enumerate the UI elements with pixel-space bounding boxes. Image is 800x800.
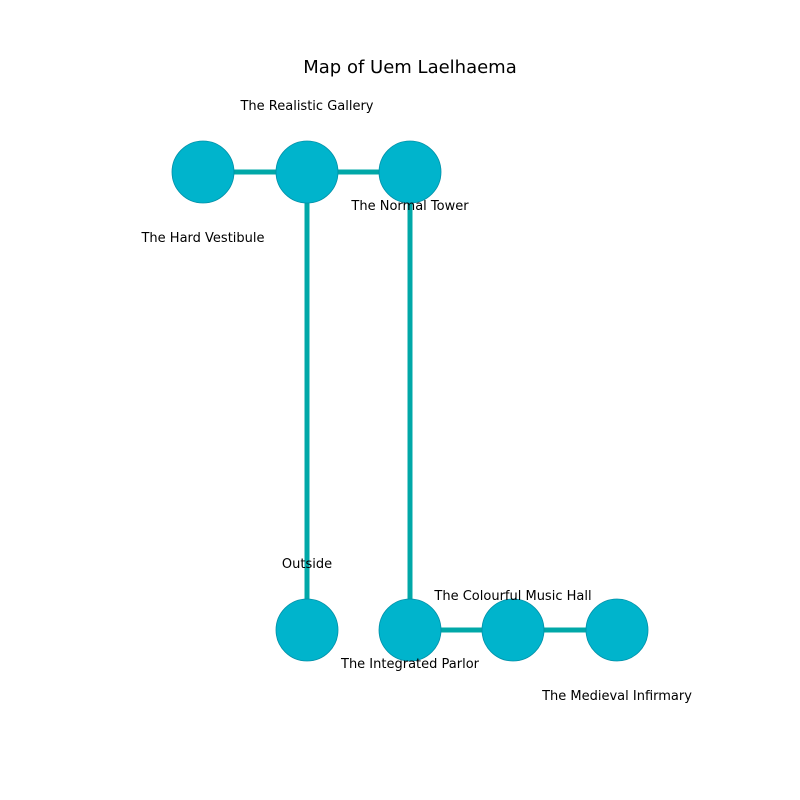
rooms-layer [171, 140, 649, 662]
room-node-integrated-parlor [378, 598, 442, 662]
room-node-outside [275, 598, 339, 662]
room-node-normal-tower [378, 140, 442, 204]
room-node-medieval-infirmary [585, 598, 649, 662]
map-title: Map of Uem Laelhaema [303, 57, 517, 78]
connections-layer [203, 169, 617, 633]
room-label-integrated-parlor: The Integrated Parlor [340, 657, 480, 672]
room-label-medieval-infirmary: The Medieval Infirmary [541, 689, 692, 704]
room-node-realistic-gallery [275, 140, 339, 204]
labels-layer: The Hard Vestibule The Realistic Gallery T… [140, 99, 692, 704]
room-label-colourful-music-hall: The Colourful Music Hall [433, 589, 591, 604]
room-label-hard-vestibule: The Hard Vestibule [140, 231, 264, 246]
room-node-hard-vestibule [171, 140, 235, 204]
room-label-realistic-gallery: The Realistic Gallery [239, 99, 373, 114]
room-node-colourful-music-hall [481, 598, 545, 662]
room-label-outside: Outside [282, 557, 332, 572]
room-label-normal-tower: The Normal Tower [350, 199, 469, 214]
